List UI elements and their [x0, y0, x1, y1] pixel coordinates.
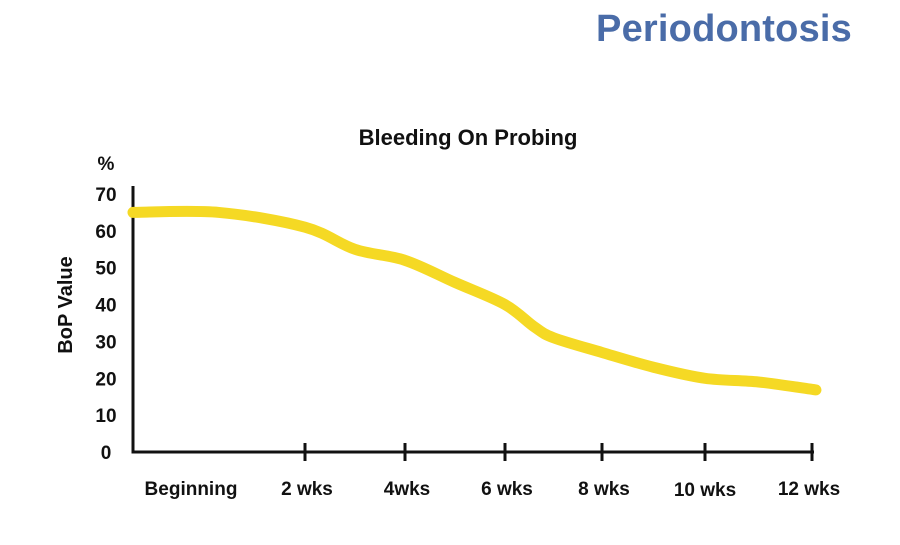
y-axis-unit: % — [98, 154, 115, 175]
x-tick-label: 2 wks — [281, 479, 333, 500]
x-tick-label: Beginning — [145, 479, 238, 500]
y-tick-label: 60 — [95, 222, 116, 243]
y-tick-label: 50 — [95, 259, 116, 280]
x-tick-label: 6 wks — [481, 479, 533, 500]
y-tick-label: 70 — [95, 185, 116, 206]
axes — [131, 186, 814, 461]
y-tick-label: 30 — [95, 332, 116, 353]
y-tick-label: 10 — [95, 406, 116, 427]
y-tick-labels: 0 10 20 30 40 50 60 70 — [95, 185, 116, 464]
x-tick-label: 4wks — [384, 479, 430, 500]
series-group — [127, 205, 822, 396]
y-tick-label: 20 — [95, 369, 116, 390]
x-tick-label: 12 wks — [778, 479, 840, 500]
x-tick-label: 10 wks — [674, 480, 736, 501]
y-axis-label: BoP Value — [55, 256, 77, 353]
chart-title: Bleeding On Probing — [359, 125, 578, 150]
x-tick-label: 8 wks — [578, 479, 630, 500]
y-tick-label: 0 — [101, 443, 112, 464]
y-tick-label: 40 — [95, 296, 116, 317]
bop-series-line — [127, 205, 822, 396]
x-tick-labels: Beginning 2 wks 4wks 6 wks 8 wks 10 wks 12 wks — [145, 479, 841, 501]
page-title: Periodontosis — [596, 8, 852, 50]
